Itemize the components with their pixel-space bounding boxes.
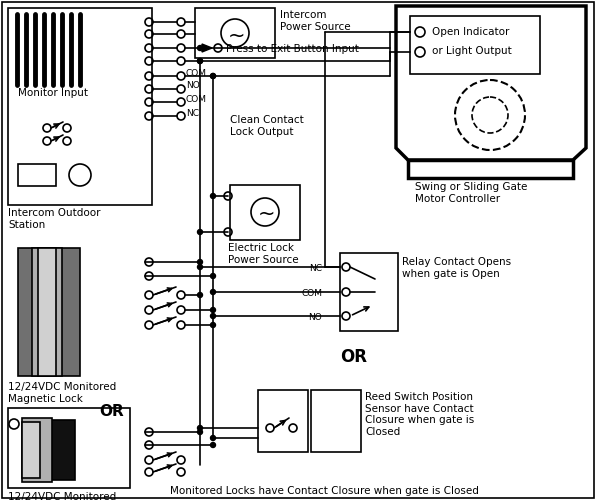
Text: Monitor Input: Monitor Input xyxy=(18,88,88,98)
Text: Monitored Locks have Contact Closure when gate is Closed: Monitored Locks have Contact Closure whe… xyxy=(170,486,479,496)
Polygon shape xyxy=(396,6,586,160)
Text: OR: OR xyxy=(100,404,125,419)
Circle shape xyxy=(197,292,203,298)
Text: ~: ~ xyxy=(228,26,246,46)
Text: Clean Contact
Lock Output: Clean Contact Lock Output xyxy=(230,115,304,136)
Circle shape xyxy=(210,322,216,328)
Text: NC: NC xyxy=(186,108,199,118)
Circle shape xyxy=(197,46,203,51)
Bar xyxy=(8,8,152,205)
Text: Intercom
Power Source: Intercom Power Source xyxy=(280,10,350,32)
Bar xyxy=(18,248,80,376)
Text: Relay Contact Opens
when gate is Open: Relay Contact Opens when gate is Open xyxy=(402,257,511,278)
Text: Swing or Sliding Gate
Motor Controller: Swing or Sliding Gate Motor Controller xyxy=(415,182,527,204)
Text: COM: COM xyxy=(186,94,207,104)
Text: Intercom Outdoor
Station: Intercom Outdoor Station xyxy=(8,208,101,230)
Circle shape xyxy=(210,290,216,294)
Circle shape xyxy=(197,264,203,270)
Bar xyxy=(35,420,75,480)
Circle shape xyxy=(210,74,216,78)
Circle shape xyxy=(197,260,203,264)
Circle shape xyxy=(197,430,203,434)
Text: NC: NC xyxy=(309,264,322,273)
Bar xyxy=(18,164,56,186)
Text: Press to Exit Button Input: Press to Exit Button Input xyxy=(226,44,359,54)
Bar xyxy=(311,390,361,452)
Circle shape xyxy=(197,58,203,64)
Bar xyxy=(340,253,398,331)
Text: 12/24VDC Monitored
Electric Strike Lock: 12/24VDC Monitored Electric Strike Lock xyxy=(8,492,116,500)
Text: Open Indicator: Open Indicator xyxy=(432,27,510,37)
Text: Electric Lock
Power Source: Electric Lock Power Source xyxy=(228,243,299,264)
Circle shape xyxy=(210,74,216,78)
Text: NO: NO xyxy=(186,82,200,90)
Circle shape xyxy=(210,194,216,198)
Circle shape xyxy=(197,230,203,234)
Bar xyxy=(410,16,540,74)
Text: OR: OR xyxy=(340,348,367,366)
Circle shape xyxy=(210,436,216,440)
Text: or Light Output: or Light Output xyxy=(432,46,512,56)
Polygon shape xyxy=(202,44,212,52)
Circle shape xyxy=(197,426,203,430)
Text: ~: ~ xyxy=(258,204,275,224)
Bar xyxy=(32,248,62,376)
Bar xyxy=(38,248,56,376)
Bar xyxy=(408,160,573,178)
Text: COM: COM xyxy=(186,68,207,78)
Bar xyxy=(22,422,40,478)
Bar xyxy=(230,185,300,240)
Text: Reed Switch Position
Sensor have Contact
Closure when gate is
Closed: Reed Switch Position Sensor have Contact… xyxy=(365,392,474,437)
Circle shape xyxy=(210,274,216,278)
Bar xyxy=(195,8,275,58)
Text: 12/24VDC Monitored
Magnetic Lock: 12/24VDC Monitored Magnetic Lock xyxy=(8,382,116,404)
Bar xyxy=(22,418,52,482)
Circle shape xyxy=(210,442,216,448)
Circle shape xyxy=(210,308,216,312)
Circle shape xyxy=(210,314,216,318)
Text: NO: NO xyxy=(308,313,322,322)
Bar xyxy=(258,390,308,452)
Bar xyxy=(8,408,130,488)
Circle shape xyxy=(197,58,203,64)
Text: COM: COM xyxy=(301,289,322,298)
